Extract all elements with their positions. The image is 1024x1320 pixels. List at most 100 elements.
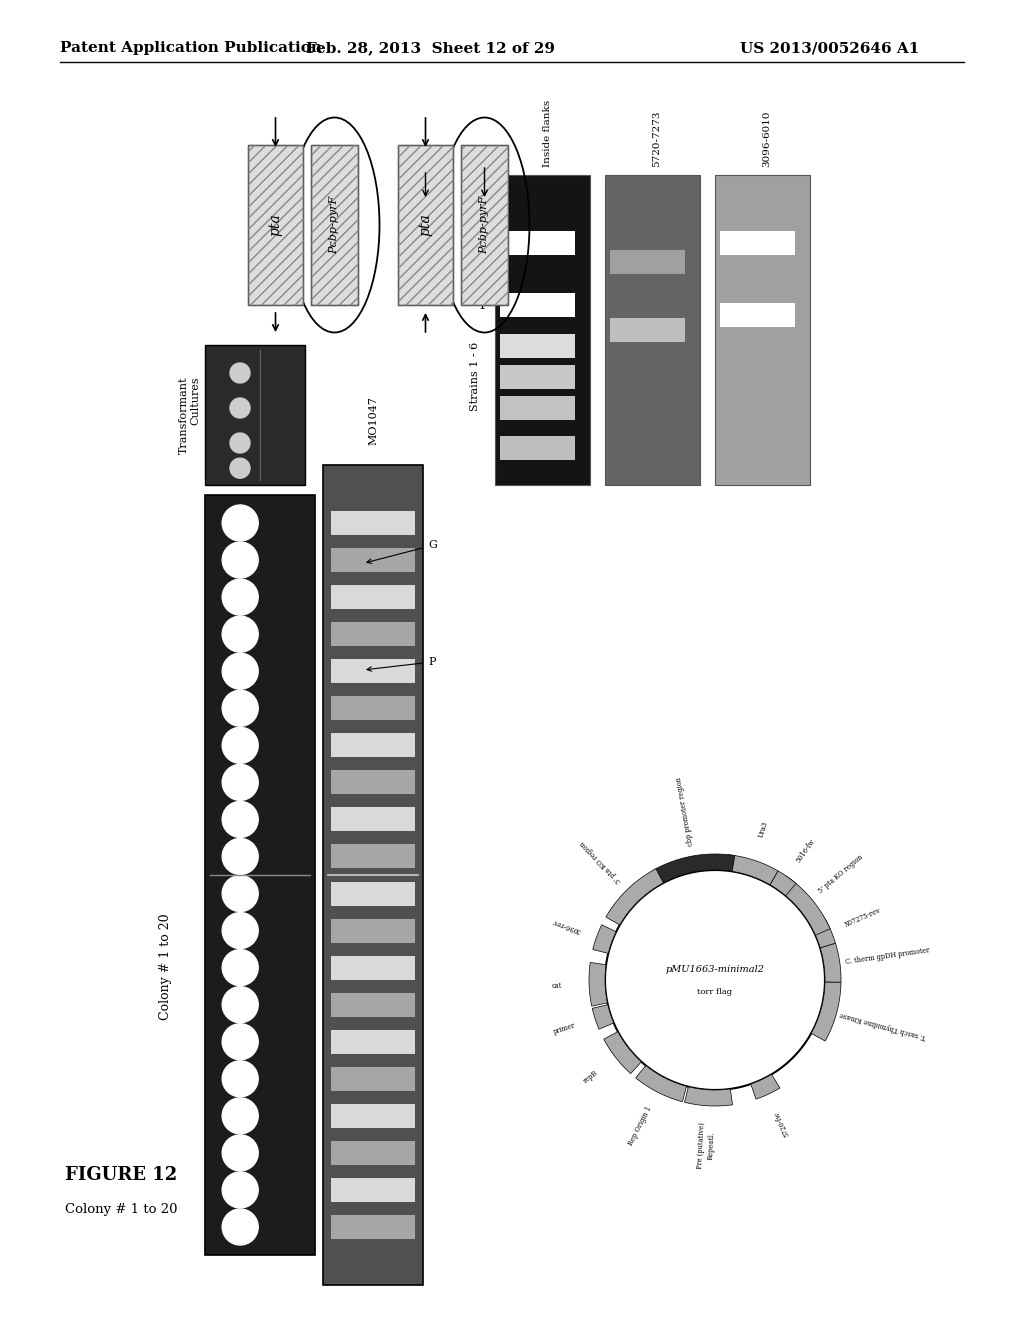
Bar xyxy=(331,1177,415,1203)
Circle shape xyxy=(222,653,258,689)
Circle shape xyxy=(230,458,250,478)
Bar xyxy=(331,1140,415,1164)
Text: Strains 1 - 6: Strains 1 - 6 xyxy=(470,342,480,411)
Text: X07275-rev: X07275-rev xyxy=(844,906,883,928)
Bar xyxy=(331,919,415,942)
Text: pMU1663-minimal2: pMU1663-minimal2 xyxy=(666,965,765,974)
Polygon shape xyxy=(770,871,796,896)
Bar xyxy=(331,993,415,1016)
Text: Colony # 1 to 20: Colony # 1 to 20 xyxy=(159,913,171,1019)
Circle shape xyxy=(222,579,258,615)
Circle shape xyxy=(222,1061,258,1097)
Bar xyxy=(331,845,415,869)
Bar xyxy=(331,734,415,758)
Text: 5016-fw: 5016-fw xyxy=(795,837,817,865)
Polygon shape xyxy=(811,919,836,948)
Bar xyxy=(323,465,423,1284)
Bar xyxy=(331,622,415,647)
Text: P: P xyxy=(479,298,488,312)
Polygon shape xyxy=(820,944,841,982)
Circle shape xyxy=(222,616,258,652)
Circle shape xyxy=(222,949,258,986)
Bar xyxy=(461,145,508,305)
Circle shape xyxy=(222,875,258,912)
Bar xyxy=(500,293,575,317)
Bar xyxy=(610,318,685,342)
Text: Colony # 1 to 20: Colony # 1 to 20 xyxy=(65,1204,177,1217)
Text: 3' pta KO region: 3' pta KO region xyxy=(579,840,624,884)
Polygon shape xyxy=(776,875,830,936)
Text: MO1047: MO1047 xyxy=(368,396,378,445)
Bar xyxy=(331,585,415,609)
Text: 5720-fw: 5720-fw xyxy=(772,1109,792,1137)
Circle shape xyxy=(222,1172,258,1208)
Bar xyxy=(500,436,575,459)
Polygon shape xyxy=(606,869,664,925)
Text: repB: repB xyxy=(582,1069,599,1085)
Circle shape xyxy=(222,1024,258,1060)
Bar xyxy=(500,396,575,420)
Bar xyxy=(331,771,415,795)
Circle shape xyxy=(222,1098,258,1134)
Text: pta: pta xyxy=(268,214,283,236)
Circle shape xyxy=(230,363,250,383)
Bar xyxy=(398,145,453,305)
Bar xyxy=(500,334,575,358)
Bar xyxy=(500,364,575,388)
Polygon shape xyxy=(592,1005,613,1030)
Bar xyxy=(331,956,415,979)
Text: FIGURE 12: FIGURE 12 xyxy=(65,1166,177,1184)
Bar xyxy=(715,176,810,484)
Polygon shape xyxy=(589,962,607,1006)
Text: Transformant
Cultures: Transformant Cultures xyxy=(178,376,200,454)
Text: 5' pta KO region: 5' pta KO region xyxy=(817,854,864,895)
Text: torr flag: torr flag xyxy=(697,987,732,997)
Bar xyxy=(311,145,358,305)
Bar xyxy=(495,176,590,484)
Text: 3096-rev: 3096-rev xyxy=(551,917,582,935)
Bar xyxy=(720,302,795,326)
Polygon shape xyxy=(654,854,734,884)
Text: T. sasch Thymidine Kinase: T. sasch Thymidine Kinase xyxy=(839,1010,927,1040)
Circle shape xyxy=(222,1135,258,1171)
Bar xyxy=(248,145,303,305)
Text: Patent Application Publication: Patent Application Publication xyxy=(60,41,322,55)
Bar xyxy=(500,231,575,255)
Bar xyxy=(331,511,415,535)
Circle shape xyxy=(222,727,258,763)
Polygon shape xyxy=(684,1086,732,1106)
Polygon shape xyxy=(751,1074,780,1100)
Bar xyxy=(331,659,415,684)
Circle shape xyxy=(222,1209,258,1245)
Bar xyxy=(610,249,685,273)
Text: Pcbp-pyrF: Pcbp-pyrF xyxy=(479,195,489,255)
Bar xyxy=(331,882,415,906)
Text: 5720-7273: 5720-7273 xyxy=(652,111,662,168)
Polygon shape xyxy=(811,982,841,1041)
Circle shape xyxy=(222,838,258,874)
Text: Feb. 28, 2013  Sheet 12 of 29: Feb. 28, 2013 Sheet 12 of 29 xyxy=(305,41,555,55)
Bar xyxy=(331,1030,415,1053)
Bar xyxy=(331,548,415,572)
Circle shape xyxy=(230,433,250,453)
Text: US 2013/0052646 A1: US 2013/0052646 A1 xyxy=(740,41,920,55)
Bar xyxy=(331,808,415,832)
Text: cat: cat xyxy=(552,981,562,990)
Bar xyxy=(331,1214,415,1239)
Text: Rep Origin 1: Rep Origin 1 xyxy=(627,1105,654,1147)
Polygon shape xyxy=(593,925,616,953)
Bar xyxy=(205,495,315,1255)
Bar xyxy=(720,231,795,255)
Text: G: G xyxy=(367,540,437,564)
Bar xyxy=(311,145,358,305)
Polygon shape xyxy=(726,854,778,884)
Text: Inside flanks: Inside flanks xyxy=(543,100,552,168)
Bar xyxy=(331,696,415,721)
Bar xyxy=(398,145,453,305)
Polygon shape xyxy=(604,1032,641,1073)
Text: cbp promoter region: cbp promoter region xyxy=(675,776,695,846)
Text: G: G xyxy=(478,236,488,249)
Bar xyxy=(461,145,508,305)
Text: Pcbp-pyrF: Pcbp-pyrF xyxy=(330,195,340,255)
Circle shape xyxy=(222,506,258,541)
